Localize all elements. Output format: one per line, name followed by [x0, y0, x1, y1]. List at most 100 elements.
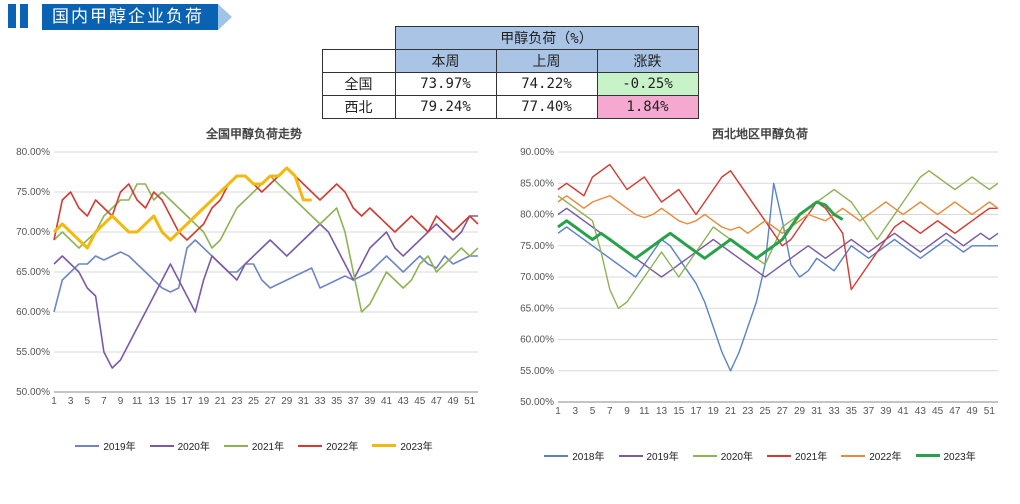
chart-northwest: 西北地区甲醇负荷 50.00% 55.00% 60.00% 65.00% 70.00% 7… — [510, 125, 1010, 463]
chart-canvas: 50.00% 55.00% 60.00% 65.00% 70.00% 75.00% 80.0… — [10, 144, 490, 434]
svg-text:23: 23 — [231, 396, 243, 407]
svg-text:5: 5 — [84, 396, 90, 407]
svg-text:50.00%: 50.00% — [16, 387, 50, 398]
svg-text:45: 45 — [932, 406, 944, 417]
svg-text:60.00%: 60.00% — [16, 307, 50, 318]
svg-text:85.00%: 85.00% — [520, 178, 554, 189]
svg-text:3: 3 — [572, 406, 578, 417]
svg-text:17: 17 — [181, 396, 193, 407]
row-label: 全国 — [322, 73, 395, 96]
svg-text:49: 49 — [447, 396, 459, 407]
chart-national: 全国甲醇负荷走势 50.00% 55.00% 60.00% 65.00% 70.00% 7… — [10, 125, 498, 463]
svg-text:13: 13 — [148, 396, 160, 407]
banner-arrow-icon — [218, 4, 232, 30]
legend-item: 2021年 — [224, 438, 284, 453]
chart-legend: 2019年 2020年 2021年 2022年 2023年 — [10, 438, 498, 453]
table-row: 西北 79.24% 77.40% 1.84% — [322, 96, 698, 119]
svg-text:9: 9 — [118, 396, 124, 407]
load-table: 甲醇负荷（%） 本周 上周 涨跌 全国 73.97% 74.22% -0.25%… — [322, 26, 699, 119]
row-label: 西北 — [322, 96, 395, 119]
svg-text:1: 1 — [555, 406, 561, 417]
svg-text:15: 15 — [673, 406, 685, 417]
svg-text:43: 43 — [915, 406, 927, 417]
svg-text:19: 19 — [198, 396, 210, 407]
col-last-week: 上周 — [496, 50, 597, 73]
svg-text:9: 9 — [624, 406, 630, 417]
svg-text:80.00%: 80.00% — [16, 147, 50, 158]
svg-text:23: 23 — [742, 406, 754, 417]
svg-text:17: 17 — [690, 406, 702, 417]
svg-text:13: 13 — [656, 406, 668, 417]
section-title: 国内甲醇企业负荷 — [42, 4, 218, 30]
svg-text:25: 25 — [248, 396, 260, 407]
section-banner: 国内甲醇企业负荷 — [42, 4, 232, 30]
legend-item: 2022年 — [298, 438, 358, 453]
svg-text:37: 37 — [348, 396, 360, 407]
legend-item: 2021年 — [767, 448, 827, 463]
svg-text:7: 7 — [101, 396, 107, 407]
svg-text:3: 3 — [68, 396, 74, 407]
svg-text:33: 33 — [314, 396, 326, 407]
svg-text:43: 43 — [398, 396, 410, 407]
table-row: 全国 73.97% 74.22% -0.25% — [322, 73, 698, 96]
svg-text:60.00%: 60.00% — [520, 335, 554, 346]
svg-text:21: 21 — [725, 406, 737, 417]
svg-text:35: 35 — [331, 396, 343, 407]
svg-text:19: 19 — [708, 406, 720, 417]
svg-text:7: 7 — [607, 406, 613, 417]
legend-item: 2019年 — [75, 438, 135, 453]
svg-text:1: 1 — [51, 396, 57, 407]
table-title: 甲醇负荷（%） — [395, 27, 698, 50]
svg-text:15: 15 — [165, 396, 177, 407]
svg-text:25: 25 — [759, 406, 771, 417]
svg-text:65.00%: 65.00% — [520, 303, 554, 314]
svg-text:45: 45 — [414, 396, 426, 407]
svg-text:29: 29 — [281, 396, 293, 407]
chart-canvas: 50.00% 55.00% 60.00% 65.00% 70.00% 75.00% 80.0… — [510, 144, 1010, 444]
svg-text:31: 31 — [298, 396, 310, 407]
svg-text:21: 21 — [215, 396, 227, 407]
col-this-week: 本周 — [395, 50, 496, 73]
legend-item: 2020年 — [693, 448, 753, 463]
svg-text:27: 27 — [265, 396, 277, 407]
svg-text:65.00%: 65.00% — [16, 267, 50, 278]
svg-text:49: 49 — [967, 406, 979, 417]
svg-text:90.00%: 90.00% — [520, 147, 554, 158]
svg-text:51: 51 — [984, 406, 996, 417]
svg-text:11: 11 — [639, 406, 650, 417]
legend-item: 2020年 — [150, 438, 210, 453]
legend-item: 2022年 — [841, 448, 901, 463]
svg-text:39: 39 — [880, 406, 892, 417]
legend-item: 2023年 — [372, 438, 432, 453]
svg-text:33: 33 — [829, 406, 841, 417]
legend-item: 2018年 — [544, 448, 604, 463]
accent-bars — [8, 4, 28, 28]
svg-text:70.00%: 70.00% — [16, 227, 50, 238]
svg-text:41: 41 — [381, 396, 393, 407]
svg-text:55.00%: 55.00% — [16, 347, 50, 358]
svg-text:11: 11 — [132, 396, 143, 407]
svg-text:47: 47 — [431, 396, 443, 407]
col-change: 涨跌 — [597, 50, 698, 73]
chart-legend: 2018年 2019年 2020年 2021年 2022年 2023年 — [510, 448, 1010, 463]
legend-item: 2019年 — [619, 448, 679, 463]
svg-text:35: 35 — [846, 406, 858, 417]
svg-text:37: 37 — [863, 406, 875, 417]
svg-text:47: 47 — [949, 406, 961, 417]
svg-text:75.00%: 75.00% — [16, 187, 50, 198]
svg-text:70.00%: 70.00% — [520, 272, 554, 283]
svg-text:5: 5 — [590, 406, 596, 417]
svg-text:51: 51 — [464, 396, 476, 407]
svg-text:31: 31 — [811, 406, 823, 417]
svg-text:75.00%: 75.00% — [520, 241, 554, 252]
svg-text:55.00%: 55.00% — [520, 366, 554, 377]
svg-text:50.00%: 50.00% — [520, 397, 554, 408]
chart-title: 全国甲醇负荷走势 — [10, 125, 498, 142]
svg-text:39: 39 — [364, 396, 376, 407]
legend-item: 2023年 — [916, 448, 976, 463]
svg-text:27: 27 — [777, 406, 789, 417]
chart-title: 西北地区甲醇负荷 — [510, 125, 1010, 142]
svg-text:29: 29 — [794, 406, 806, 417]
svg-text:41: 41 — [898, 406, 910, 417]
svg-text:80.00%: 80.00% — [520, 210, 554, 221]
